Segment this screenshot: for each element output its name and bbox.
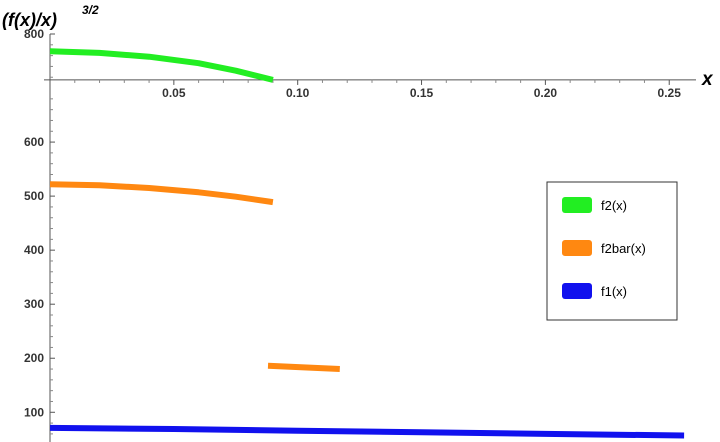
legend-label: f2bar(x) — [601, 241, 646, 256]
x-tick-label: 0.20 — [534, 86, 558, 100]
y-tick-label: 500 — [24, 189, 44, 203]
y-tick-label: 200 — [24, 351, 44, 365]
x-tick-label: 0.25 — [658, 86, 682, 100]
x-tick-label: 0.10 — [286, 86, 310, 100]
legend-label: f1(x) — [601, 284, 627, 299]
y-tick-label: 100 — [24, 405, 44, 419]
y-axis-title-exponent: 3/2 — [82, 3, 99, 17]
axes: 0.05 0.10 0.15 0.20 0.25 100 200 300 400 500 600 80… — [2, 3, 714, 442]
y-tick-label: 300 — [24, 297, 44, 311]
y-axis-title: (f(x)/x) — [2, 10, 57, 30]
x-tick-label: 0.15 — [410, 86, 434, 100]
legend-swatch — [562, 240, 592, 256]
series-line-2-segment-1 — [49, 181, 274, 206]
legend-label: f2(x) — [601, 198, 627, 213]
y-tick-label: 800 — [24, 27, 44, 41]
series-layer — [49, 48, 685, 439]
x-tick-label: 0.05 — [162, 86, 186, 100]
series-line-3-segment-1 — [49, 424, 685, 439]
series-line-2-segment-2 — [267, 362, 340, 372]
legend: f2(x) f2bar(x) f1(x) — [546, 181, 678, 321]
y-tick-label: 600 — [24, 135, 44, 149]
legend-swatch — [562, 197, 592, 213]
series-line-1-segment-1 — [49, 48, 274, 83]
x-axis-title: x — [701, 69, 714, 90]
y-tick-label: 400 — [24, 243, 44, 257]
legend-swatch — [562, 283, 592, 299]
